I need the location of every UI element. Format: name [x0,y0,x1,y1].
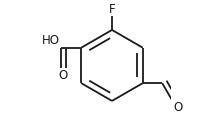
Text: HO: HO [41,34,59,46]
Text: F: F [109,3,115,16]
Text: O: O [58,69,68,82]
Text: O: O [173,101,182,114]
